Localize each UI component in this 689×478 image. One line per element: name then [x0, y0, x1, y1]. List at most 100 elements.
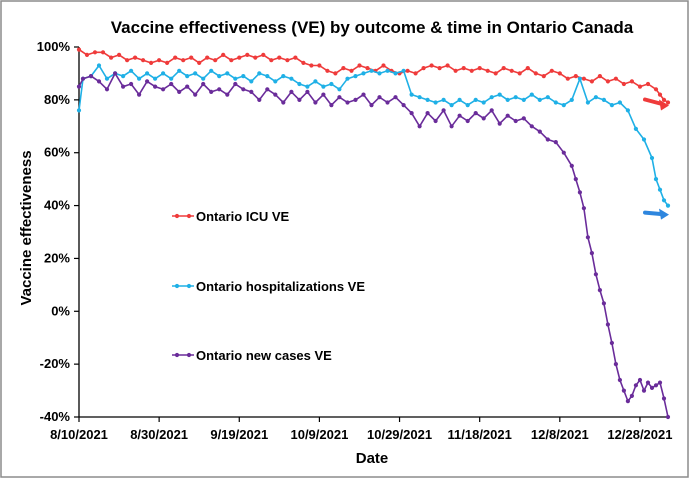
- data-point: [537, 129, 542, 134]
- data-point: [629, 393, 635, 398]
- data-point: [597, 74, 603, 79]
- series-2: [76, 71, 671, 420]
- data-point: [165, 60, 170, 65]
- data-point: [265, 87, 270, 92]
- data-point: [137, 92, 142, 97]
- data-point: [177, 68, 182, 73]
- annotations: [643, 97, 669, 220]
- data-point: [537, 97, 542, 102]
- data-point: [521, 97, 526, 102]
- data-point: [409, 92, 414, 97]
- data-point: [297, 97, 302, 102]
- data-point: [185, 84, 190, 89]
- data-point: [153, 76, 158, 81]
- data-point: [581, 206, 587, 211]
- data-point: [581, 76, 587, 81]
- data-point: [657, 92, 663, 97]
- data-point: [485, 68, 490, 73]
- data-point: [517, 71, 522, 76]
- data-point: [521, 116, 526, 121]
- data-point: [345, 100, 350, 105]
- data-point: [449, 103, 454, 108]
- data-point: [289, 76, 294, 81]
- data-point: [241, 74, 246, 79]
- data-point: [645, 380, 651, 385]
- legend-swatch-marker: [174, 213, 180, 219]
- data-point: [281, 74, 286, 79]
- data-point: [84, 52, 90, 58]
- data-point: [125, 58, 130, 63]
- data-point: [96, 63, 102, 68]
- data-point: [229, 58, 234, 63]
- legend-item-2: Ontario new cases VE: [172, 348, 332, 363]
- data-point: [665, 414, 671, 420]
- series-0: [76, 47, 671, 105]
- data-point: [76, 84, 82, 89]
- data-point: [345, 76, 350, 81]
- data-point: [201, 76, 206, 81]
- data-point: [597, 288, 603, 293]
- legend-swatch-marker: [174, 283, 180, 289]
- data-point: [617, 377, 623, 383]
- data-point: [321, 84, 326, 89]
- data-point: [545, 95, 550, 100]
- data-point: [541, 74, 546, 79]
- data-point: [629, 79, 635, 84]
- arrow-shaft: [643, 210, 664, 217]
- data-point: [441, 97, 446, 102]
- data-point: [297, 81, 302, 87]
- data-point: [145, 71, 150, 76]
- data-point: [589, 79, 595, 84]
- data-point: [257, 71, 262, 76]
- y-tick-label: 80%: [44, 92, 70, 107]
- data-point: [357, 63, 362, 68]
- data-point: [509, 68, 514, 73]
- data-point: [457, 113, 462, 118]
- data-point: [393, 95, 398, 100]
- data-point: [413, 71, 418, 76]
- data-point: [465, 103, 470, 108]
- data-point: [473, 97, 478, 102]
- x-tick-label: 11/18/2021: [448, 427, 512, 442]
- data-point: [76, 108, 82, 113]
- x-tick-label: 12/8/2021: [531, 427, 589, 442]
- data-point: [121, 84, 126, 89]
- data-point: [421, 66, 426, 71]
- data-point: [385, 68, 390, 73]
- data-point: [181, 58, 186, 63]
- data-point: [305, 89, 310, 94]
- data-point: [493, 71, 498, 76]
- data-point: [441, 108, 446, 113]
- chart-title: Vaccine effectiveness (VE) by outcome & …: [111, 18, 634, 37]
- y-tick-label: 20%: [44, 250, 70, 265]
- data-point: [104, 76, 110, 81]
- data-point: [96, 79, 102, 84]
- data-point: [221, 52, 226, 58]
- data-point: [653, 177, 659, 182]
- data-point: [393, 71, 398, 76]
- data-point: [161, 87, 166, 92]
- data-point: [657, 380, 663, 385]
- data-point: [313, 100, 318, 105]
- data-point: [561, 103, 566, 108]
- data-point: [157, 58, 162, 63]
- data-point: [313, 79, 318, 84]
- data-point: [661, 396, 667, 401]
- data-point: [113, 71, 118, 76]
- data-point: [477, 66, 482, 71]
- data-point: [117, 52, 122, 58]
- data-point: [361, 92, 366, 97]
- data-point: [249, 79, 254, 84]
- y-axis-title: Vaccine effectiveness: [18, 150, 35, 305]
- data-point: [625, 399, 631, 404]
- data-point: [325, 68, 330, 73]
- data-point: [369, 103, 374, 108]
- data-point: [585, 235, 591, 240]
- legend-label: Ontario new cases VE: [196, 348, 332, 363]
- data-point: [425, 97, 430, 102]
- arrow-head: [659, 99, 669, 111]
- data-point: [237, 55, 242, 60]
- data-point: [553, 100, 558, 105]
